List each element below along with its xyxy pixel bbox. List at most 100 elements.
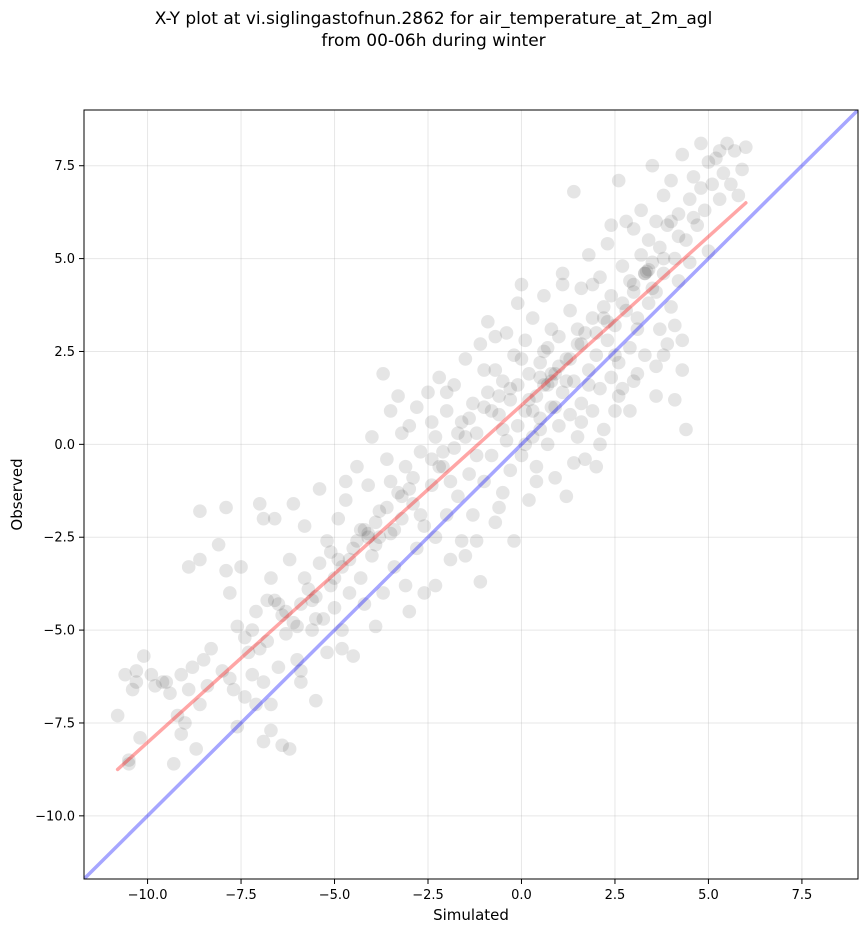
data-point <box>626 222 641 236</box>
data-point <box>671 229 686 244</box>
data-point <box>488 329 503 344</box>
data-point <box>383 526 398 541</box>
data-point <box>391 389 405 403</box>
data-point <box>458 430 473 444</box>
data-point <box>372 530 387 545</box>
data-point <box>237 690 252 704</box>
data-point <box>368 515 383 530</box>
data-point <box>436 459 450 474</box>
data-point <box>376 366 390 381</box>
data-point <box>275 608 289 623</box>
data-point <box>338 493 353 507</box>
data-point <box>574 415 589 429</box>
data-point <box>611 355 626 370</box>
data-point <box>724 177 738 192</box>
data-point <box>428 430 443 444</box>
data-point <box>510 296 525 310</box>
data-point <box>170 708 185 723</box>
chart-title-line-1: X-Y plot at vi.siglingastofnun.2862 for … <box>154 9 713 29</box>
data-point <box>252 641 267 656</box>
data-point <box>451 426 465 441</box>
data-point <box>376 586 390 600</box>
data-point <box>720 136 734 151</box>
data-point <box>694 181 708 195</box>
data-point <box>309 589 323 604</box>
grid <box>84 110 858 879</box>
data-point <box>357 597 372 611</box>
data-point <box>189 742 203 756</box>
data-point <box>462 467 476 481</box>
data-point <box>570 337 585 351</box>
data-point <box>133 731 147 745</box>
data-point <box>626 285 641 299</box>
x-tick-label: 7.5 <box>792 888 813 903</box>
data-point <box>361 526 375 541</box>
data-point <box>623 404 637 418</box>
data-point <box>439 508 454 522</box>
data-point <box>484 404 499 418</box>
data-point <box>552 329 566 344</box>
data-point <box>323 545 338 559</box>
data-point <box>342 586 357 600</box>
data-point <box>608 348 622 362</box>
data-point <box>656 251 671 266</box>
data-point <box>395 489 409 504</box>
data-point <box>537 288 551 303</box>
data-point <box>469 534 484 548</box>
data-point <box>413 508 428 522</box>
data-point <box>682 192 697 206</box>
data-point <box>608 318 622 333</box>
data-point <box>368 619 383 634</box>
data-point <box>503 381 518 396</box>
data-point <box>144 667 159 682</box>
x-tick-label: 5.0 <box>698 888 719 903</box>
data-point <box>439 404 454 418</box>
data-point <box>656 188 671 203</box>
data-point <box>193 552 207 567</box>
data-point <box>675 147 690 162</box>
data-point <box>174 667 189 682</box>
data-point <box>383 474 398 489</box>
data-point <box>619 214 633 229</box>
data-point <box>297 571 312 585</box>
data-point <box>477 400 491 414</box>
data-point <box>641 233 656 247</box>
data-point <box>391 485 405 500</box>
data-point <box>387 522 402 537</box>
data-point <box>574 396 589 411</box>
data-point <box>353 571 368 585</box>
data-point <box>639 264 654 279</box>
data-point <box>548 366 562 381</box>
data-point <box>249 604 263 619</box>
data-point <box>664 300 678 314</box>
data-point <box>380 452 394 467</box>
data-point <box>626 374 641 388</box>
data-point <box>514 352 529 366</box>
x-tick-label: −2.5 <box>412 888 444 903</box>
data-point <box>256 675 271 689</box>
data-point <box>615 381 630 396</box>
data-point <box>122 753 136 767</box>
data-point <box>267 593 282 608</box>
data-point <box>406 470 420 485</box>
data-point <box>466 396 480 411</box>
data-point <box>638 348 652 362</box>
data-point <box>413 444 428 459</box>
data-point <box>443 474 458 489</box>
data-point <box>383 404 398 418</box>
data-point <box>279 627 293 641</box>
data-point <box>578 326 592 340</box>
data-point <box>574 281 589 296</box>
data-point <box>638 266 652 281</box>
data-point <box>215 664 230 678</box>
data-point <box>630 311 645 325</box>
data-point <box>727 144 742 158</box>
data-point <box>623 274 637 288</box>
data-point <box>290 619 304 634</box>
data-point <box>540 378 555 392</box>
data-point <box>443 552 458 567</box>
data-point <box>428 578 443 593</box>
data-point <box>593 270 607 284</box>
data-point <box>514 448 529 463</box>
data-point <box>260 593 275 608</box>
